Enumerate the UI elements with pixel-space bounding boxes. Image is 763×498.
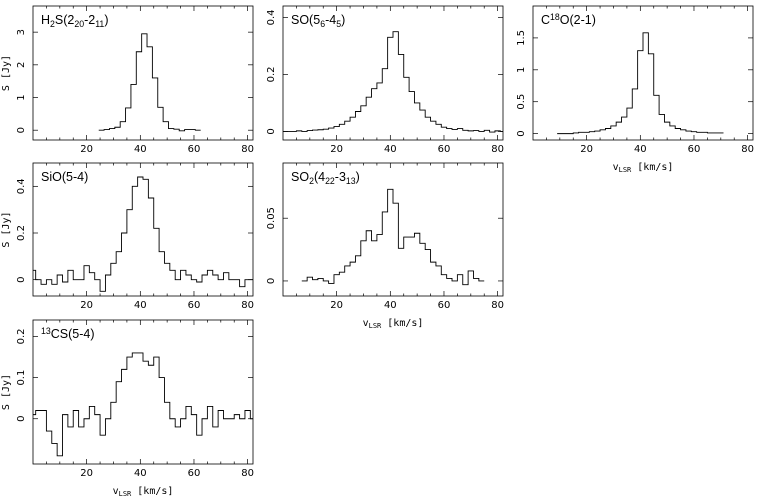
panel-title: H2S(220-211)	[41, 13, 108, 29]
y-tick-label: 3	[16, 29, 27, 35]
x-tick-label: 40	[384, 300, 397, 311]
y-tick-label: 0	[266, 128, 277, 134]
x-tick-label: 40	[134, 144, 147, 155]
x-tick-label: 20	[580, 144, 593, 155]
y-tick-label: 0.4	[266, 9, 277, 25]
y-axis-label: S [Jy]	[1, 374, 12, 410]
y-tick-label: 2	[16, 62, 27, 68]
x-tick-label: 80	[241, 468, 254, 479]
y-tick-label: 0.2	[266, 66, 277, 82]
y-tick-label: 0	[16, 127, 27, 133]
x-tick-label: 40	[134, 300, 147, 311]
spectrum-panel-4: 20 40 60 80 0 0.2 0.4 S [Jy] SiO(5-4)	[1, 162, 254, 311]
x-tick-label: 60	[438, 144, 451, 155]
x-axis-label: vLSR [km/s]	[113, 486, 174, 498]
x-tick-label: 40	[134, 468, 147, 479]
x-tick-label: 40	[384, 144, 397, 155]
x-tick-label: 20	[80, 144, 93, 155]
spectrum-line	[301, 188, 485, 286]
x-tick-label: 80	[491, 144, 504, 155]
y-tick-label: 0.1	[16, 370, 27, 386]
y-tick-label: 0.2	[16, 329, 27, 345]
panel-title: SiO(5-4)	[41, 170, 88, 184]
plot-frame	[32, 319, 254, 465]
plot-frame	[32, 5, 254, 141]
y-tick-label: 0.2	[16, 225, 27, 241]
x-tick-label: 20	[80, 468, 93, 479]
x-tick-label: 80	[241, 300, 254, 311]
spectrum-panel-1: 20 40 60 80 0 1 2 3 S [Jy] H2S(220-211)	[1, 5, 254, 155]
x-tick-label: 20	[80, 300, 93, 311]
x-tick-label: 80	[241, 144, 254, 155]
spectrum-panel-3: 20 40 60 80 0 0.5 1 1.5 vLSR [km/s] C18O(2-1)	[516, 5, 754, 174]
spectrum-panel-5: 20 40 60 80 0 0.05 vLSR [km/s] SO2(422-313)	[266, 162, 504, 330]
y-tick-label: 1	[516, 67, 527, 73]
y-tick-label: 0.05	[266, 207, 277, 229]
plot-frame	[282, 162, 504, 297]
y-tick-label: 0	[16, 416, 27, 422]
x-tick-label: 60	[688, 144, 701, 155]
x-axis-label: vLSR [km/s]	[363, 318, 424, 330]
y-axis-label: S [Jy]	[1, 55, 12, 91]
plot-frame	[282, 5, 504, 141]
panel-title: 13CS(5-4)	[41, 326, 95, 341]
plot-frame	[32, 162, 254, 297]
x-tick-label: 40	[634, 144, 647, 155]
panel-title: SO2(422-313)	[291, 170, 360, 186]
x-tick-label: 80	[491, 300, 504, 311]
spectrum-line	[283, 31, 503, 133]
spectrum-line	[33, 176, 253, 292]
y-tick-label: 0	[16, 276, 27, 282]
x-tick-label: 20	[330, 144, 343, 155]
spectrum-panel-6: 20 40 60 80 0 0.1 0.2 S [Jy] vLSR [km/s] 13CS(5-4…	[1, 319, 254, 498]
y-tick-label: 1	[16, 94, 27, 100]
x-tick-label: 20	[330, 300, 343, 311]
x-tick-label: 80	[741, 144, 754, 155]
y-tick-label: 0	[266, 278, 277, 284]
panel-title: SO(56-45)	[291, 13, 345, 29]
panel-title: C18O(2-1)	[541, 12, 596, 27]
y-tick-label: 0	[516, 130, 527, 136]
y-tick-label: 0.4	[16, 178, 27, 194]
spectrum-panel-2: 20 40 60 80 0 0.2 0.4 SO(56-45)	[266, 5, 504, 155]
spectrum-line	[557, 32, 724, 135]
x-tick-label: 60	[188, 468, 201, 479]
x-tick-label: 60	[188, 144, 201, 155]
x-tick-label: 60	[438, 300, 451, 311]
y-tick-label: 0.5	[516, 94, 527, 110]
x-axis-label: vLSR [km/s]	[613, 162, 674, 174]
y-axis-label: S [Jy]	[1, 211, 12, 247]
spectrum-line	[33, 352, 253, 457]
plot-frame	[532, 5, 754, 141]
x-tick-label: 60	[188, 300, 201, 311]
y-tick-label: 1.5	[516, 30, 527, 46]
spectrum-line	[98, 33, 201, 132]
